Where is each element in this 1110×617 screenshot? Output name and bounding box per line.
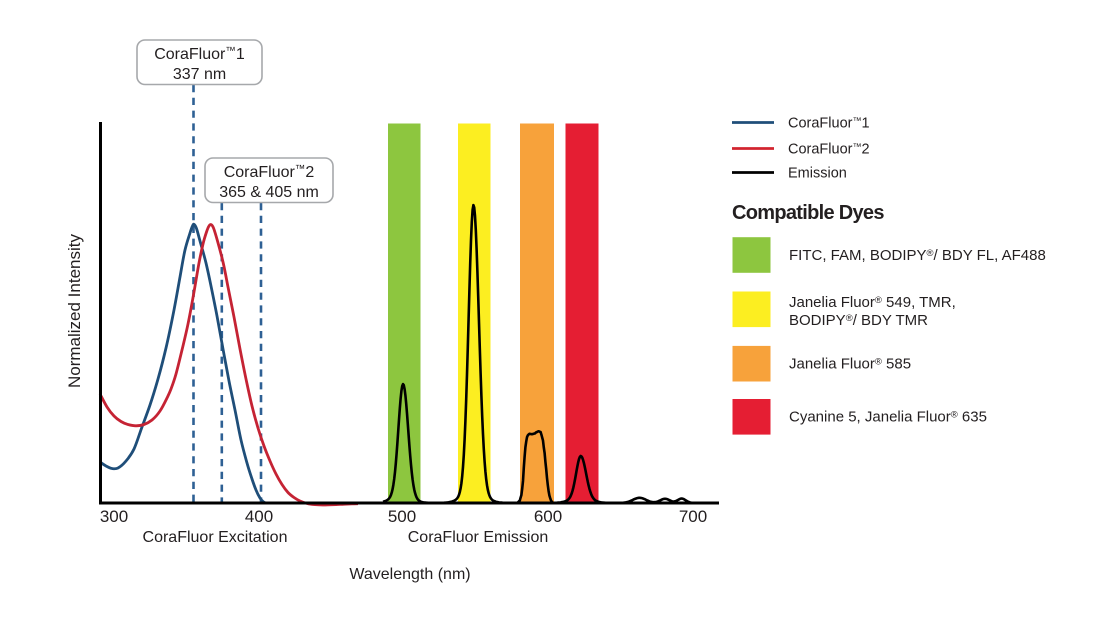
svg-text:CoraFluor Excitation: CoraFluor Excitation xyxy=(143,529,288,546)
svg-text:Emission: Emission xyxy=(788,166,847,182)
svg-text:500: 500 xyxy=(388,507,416,526)
svg-text:Compatible Dyes: Compatible Dyes xyxy=(732,202,884,224)
svg-text:Janelia Fluor® 585: Janelia Fluor® 585 xyxy=(789,356,911,373)
svg-text:300: 300 xyxy=(100,507,128,526)
svg-text:Normalized Intensity: Normalized Intensity xyxy=(65,234,84,389)
svg-text:400: 400 xyxy=(245,507,273,526)
svg-text:CoraFluor™1: CoraFluor™1 xyxy=(154,45,245,63)
svg-text:365 & 405 nm: 365 & 405 nm xyxy=(219,184,319,201)
svg-text:337 nm: 337 nm xyxy=(173,66,226,83)
svg-text:CoraFluor Emission: CoraFluor Emission xyxy=(408,529,548,546)
svg-text:600: 600 xyxy=(534,507,562,526)
svg-text:Janelia Fluor® 549, TMR,: Janelia Fluor® 549, TMR, xyxy=(789,294,956,311)
svg-text:CoraFluor™2: CoraFluor™2 xyxy=(788,142,870,158)
svg-text:Cyanine 5, Janelia Fluor® 635: Cyanine 5, Janelia Fluor® 635 xyxy=(789,409,987,426)
svg-text:FITC, FAM, BODIPY®/ BDY FL, AF: FITC, FAM, BODIPY®/ BDY FL, AF488 xyxy=(789,247,1046,264)
svg-text:CoraFluor™2: CoraFluor™2 xyxy=(224,163,315,181)
svg-text:CoraFluor™1: CoraFluor™1 xyxy=(788,116,870,132)
svg-text:BODIPY®/ BDY TMR: BODIPY®/ BDY TMR xyxy=(789,312,928,329)
svg-text:Wavelength (nm): Wavelength (nm) xyxy=(349,566,470,583)
svg-text:700: 700 xyxy=(679,507,707,526)
